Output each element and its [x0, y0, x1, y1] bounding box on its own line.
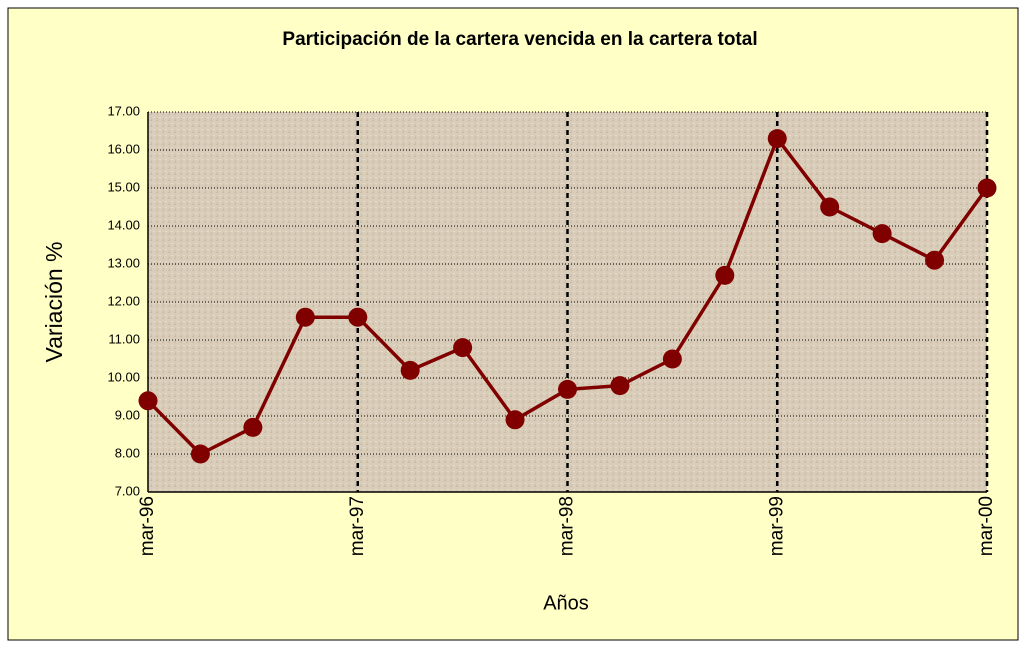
y-axis-label: Variación % — [41, 241, 67, 362]
x-tick-label: mar-99 — [766, 496, 787, 556]
data-point — [715, 265, 735, 285]
y-tick-label: 9.00 — [115, 407, 140, 422]
data-point — [610, 376, 630, 396]
data-point — [295, 307, 315, 327]
plot: 7.00 8.00 9.00 10.00 11.00 12.00 13.00 14.00 15.… — [107, 103, 997, 556]
data-point — [977, 178, 997, 198]
data-point — [348, 307, 368, 327]
data-point — [820, 197, 840, 217]
x-tick-label: mar-98 — [557, 496, 578, 556]
data-point — [453, 338, 473, 358]
y-tick-label: 17.00 — [107, 103, 140, 118]
x-tick-label: mar-96 — [137, 496, 158, 556]
y-tick-label: 14.00 — [107, 217, 140, 232]
data-point — [767, 129, 787, 149]
data-point — [190, 444, 210, 464]
x-tick-label: mar-00 — [976, 496, 997, 556]
y-tick-label: 12.00 — [107, 293, 140, 308]
data-point — [872, 224, 892, 244]
y-tick-label: 16.00 — [107, 141, 140, 156]
y-tick-label: 15.00 — [107, 179, 140, 194]
y-tick-label: 11.00 — [108, 331, 140, 346]
data-point — [558, 379, 577, 399]
y-tick-label: 7.00 — [115, 483, 140, 498]
data-point — [925, 250, 945, 270]
x-tick-label: mar-97 — [347, 496, 368, 556]
y-tick-label: 10.00 — [107, 369, 140, 384]
data-point — [662, 349, 682, 369]
y-tick-label: 13.00 — [107, 255, 140, 270]
chart-title: Participación de la cartera vencida en l… — [282, 29, 757, 50]
x-axis-label: Años — [543, 592, 589, 614]
data-point — [138, 391, 158, 411]
data-point — [505, 410, 525, 430]
data-point — [400, 360, 420, 380]
data-point — [243, 417, 263, 437]
y-tick-label: 8.00 — [115, 445, 140, 460]
